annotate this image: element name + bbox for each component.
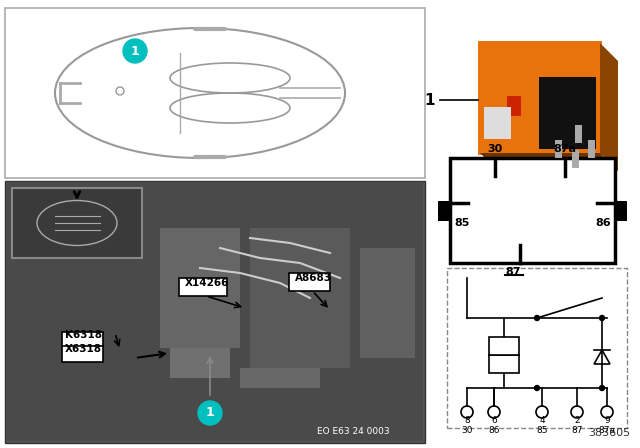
Text: 1: 1 bbox=[131, 44, 140, 57]
Text: 87: 87 bbox=[505, 267, 520, 277]
Circle shape bbox=[534, 385, 540, 391]
FancyBboxPatch shape bbox=[438, 201, 450, 221]
FancyBboxPatch shape bbox=[588, 140, 595, 158]
Text: EO E63 24 0003: EO E63 24 0003 bbox=[317, 427, 390, 436]
FancyBboxPatch shape bbox=[447, 268, 627, 428]
Text: 87a: 87a bbox=[598, 426, 616, 435]
Text: 30: 30 bbox=[461, 426, 473, 435]
Circle shape bbox=[123, 39, 147, 63]
Text: 30: 30 bbox=[488, 144, 502, 154]
FancyBboxPatch shape bbox=[5, 181, 425, 443]
Text: 85: 85 bbox=[454, 218, 469, 228]
Text: 8: 8 bbox=[464, 415, 470, 425]
Text: 9: 9 bbox=[604, 415, 610, 425]
Text: 383605: 383605 bbox=[588, 428, 630, 438]
FancyBboxPatch shape bbox=[489, 355, 519, 373]
FancyBboxPatch shape bbox=[484, 107, 511, 139]
Text: X6318: X6318 bbox=[65, 344, 102, 354]
FancyBboxPatch shape bbox=[5, 8, 425, 178]
Text: 85: 85 bbox=[536, 426, 548, 435]
FancyBboxPatch shape bbox=[555, 140, 562, 158]
FancyBboxPatch shape bbox=[572, 150, 579, 168]
Text: 86: 86 bbox=[488, 426, 500, 435]
FancyBboxPatch shape bbox=[160, 228, 240, 348]
FancyBboxPatch shape bbox=[450, 158, 615, 263]
Text: 4: 4 bbox=[539, 415, 545, 425]
Text: 6: 6 bbox=[491, 415, 497, 425]
Circle shape bbox=[534, 315, 540, 320]
Text: 1: 1 bbox=[205, 406, 214, 419]
FancyBboxPatch shape bbox=[507, 96, 521, 116]
Text: A8683: A8683 bbox=[295, 273, 332, 283]
FancyBboxPatch shape bbox=[539, 77, 596, 149]
Circle shape bbox=[600, 385, 605, 391]
Circle shape bbox=[198, 401, 222, 425]
FancyBboxPatch shape bbox=[250, 228, 350, 368]
Text: 86: 86 bbox=[595, 218, 611, 228]
FancyBboxPatch shape bbox=[478, 41, 602, 155]
Text: 2: 2 bbox=[574, 415, 580, 425]
Text: 87a: 87a bbox=[554, 144, 577, 154]
Text: X14266: X14266 bbox=[185, 278, 229, 288]
FancyBboxPatch shape bbox=[62, 332, 103, 348]
FancyBboxPatch shape bbox=[240, 368, 320, 388]
Polygon shape bbox=[600, 43, 618, 171]
FancyBboxPatch shape bbox=[12, 188, 142, 258]
Text: K6318: K6318 bbox=[65, 330, 102, 340]
Text: 1: 1 bbox=[424, 92, 435, 108]
FancyBboxPatch shape bbox=[179, 278, 227, 296]
FancyBboxPatch shape bbox=[289, 273, 330, 291]
FancyBboxPatch shape bbox=[575, 125, 582, 143]
FancyBboxPatch shape bbox=[7, 183, 423, 441]
FancyBboxPatch shape bbox=[170, 348, 230, 378]
Circle shape bbox=[600, 315, 605, 320]
FancyBboxPatch shape bbox=[489, 337, 519, 355]
Polygon shape bbox=[480, 153, 618, 171]
Text: 87: 87 bbox=[572, 426, 583, 435]
FancyBboxPatch shape bbox=[360, 248, 415, 358]
FancyBboxPatch shape bbox=[62, 346, 103, 362]
FancyBboxPatch shape bbox=[615, 201, 627, 221]
